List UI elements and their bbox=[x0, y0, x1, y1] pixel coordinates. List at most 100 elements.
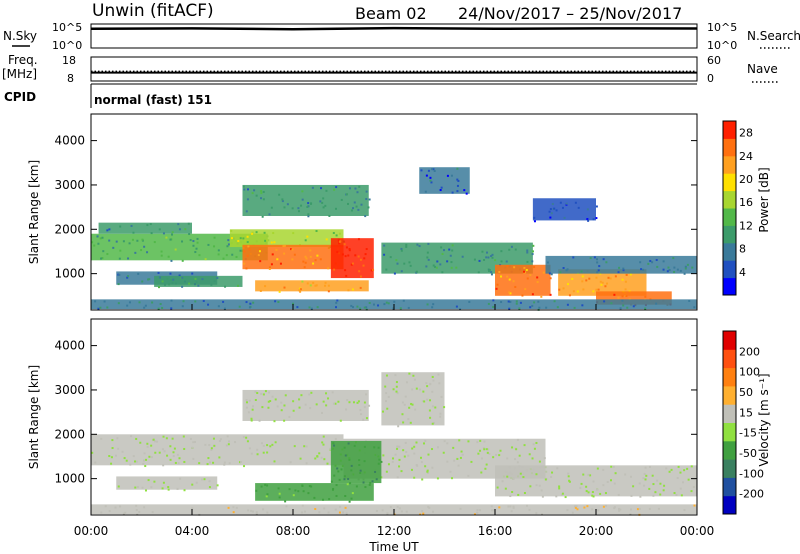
velocity-speckle bbox=[377, 462, 380, 465]
power-speckle bbox=[259, 260, 262, 263]
power-speckle bbox=[632, 305, 635, 308]
velocity-speckle bbox=[134, 460, 137, 463]
velocity-speckle bbox=[346, 483, 349, 486]
power-speckle bbox=[533, 301, 536, 304]
power-speckle bbox=[194, 277, 197, 280]
velocity-speckle bbox=[638, 482, 641, 485]
velocity-speckle bbox=[398, 465, 401, 468]
power-speckle bbox=[307, 205, 310, 208]
velocity-speckle bbox=[271, 443, 274, 446]
freq-panel-frame bbox=[90, 56, 698, 82]
power-speckle bbox=[350, 209, 353, 212]
velocity-speckle bbox=[350, 464, 353, 467]
velocity-speckle bbox=[179, 477, 182, 480]
power-speckle bbox=[524, 288, 527, 291]
velocity-speckle bbox=[143, 459, 146, 462]
velocity-speckle bbox=[449, 470, 452, 473]
power-speckle bbox=[688, 299, 691, 302]
velocity-speckle bbox=[362, 418, 365, 421]
x-tick-label: 12:00 bbox=[377, 524, 412, 538]
velocity-speckle bbox=[648, 465, 651, 468]
power-speckle bbox=[431, 168, 434, 171]
velocity-speckle bbox=[479, 509, 482, 512]
power-speckle bbox=[308, 306, 311, 309]
velocity-speckle bbox=[208, 486, 211, 489]
velocity-speckle bbox=[100, 511, 103, 514]
power-speckle bbox=[571, 277, 574, 280]
velocity-speckle bbox=[485, 463, 488, 466]
power-speckle bbox=[426, 303, 429, 306]
velocity-speckle bbox=[152, 438, 155, 441]
power-speckle bbox=[435, 266, 438, 269]
velocity-speckle bbox=[479, 439, 482, 442]
power-speckle bbox=[198, 254, 201, 257]
power-speckle bbox=[293, 253, 296, 256]
power-speckle bbox=[510, 245, 513, 248]
velocity-speckle bbox=[364, 486, 367, 489]
power-speckle bbox=[593, 256, 596, 259]
velocity-speckle bbox=[267, 400, 270, 403]
velocity-speckle bbox=[315, 403, 318, 406]
velocity-speckle bbox=[250, 509, 253, 512]
velocity-speckle bbox=[566, 509, 569, 512]
power-speckle bbox=[314, 284, 317, 287]
velocity-speckle bbox=[161, 448, 164, 451]
power-speckle bbox=[172, 278, 175, 281]
velocity-speckle bbox=[457, 464, 460, 467]
velocity-speckle bbox=[322, 435, 325, 438]
power-speckle bbox=[432, 168, 435, 171]
power-speckle bbox=[443, 249, 446, 252]
velocity-speckle bbox=[413, 445, 416, 448]
power-speckle bbox=[667, 266, 670, 269]
power-speckle bbox=[160, 250, 163, 253]
velocity-speckle bbox=[551, 471, 554, 474]
velocity-speckle bbox=[212, 437, 215, 440]
power-speckle bbox=[178, 274, 181, 277]
power-speckle bbox=[372, 268, 375, 271]
velocity-speckle bbox=[94, 461, 97, 464]
power-speckle bbox=[515, 302, 518, 305]
power-speckle bbox=[327, 267, 330, 270]
power-speckle bbox=[147, 278, 150, 281]
power-speckle bbox=[222, 257, 225, 260]
velocity-speckle bbox=[108, 455, 111, 458]
velocity-speckle bbox=[382, 454, 385, 457]
power-speckle bbox=[580, 270, 583, 273]
velocity-colorbar: 200 100 50 15 -15 -50 -100 -200 bbox=[722, 330, 764, 515]
colorbar-tick-label: 20 bbox=[739, 173, 753, 186]
power-speckle bbox=[282, 245, 285, 248]
power-speckle bbox=[171, 231, 174, 234]
colorbar-swatch bbox=[723, 404, 736, 423]
power-speckle bbox=[595, 258, 598, 261]
velocity-speckle bbox=[510, 473, 513, 476]
velocity-speckle bbox=[431, 466, 434, 469]
power-speckle bbox=[217, 305, 220, 308]
power-speckle bbox=[358, 185, 361, 188]
power-speckle bbox=[533, 216, 536, 219]
power-speckle bbox=[146, 251, 149, 254]
colorbar-swatch bbox=[723, 349, 736, 369]
power-speckle bbox=[427, 169, 430, 172]
velocity-speckle bbox=[488, 452, 491, 455]
velocity-speckle bbox=[683, 469, 686, 472]
velocity-speckle bbox=[440, 395, 443, 398]
power-speckle bbox=[278, 193, 281, 196]
power-speckle bbox=[213, 236, 216, 239]
power-region-12 bbox=[545, 255, 697, 274]
power-speckle bbox=[223, 307, 226, 310]
velocity-speckle bbox=[256, 448, 259, 451]
power-speckle bbox=[613, 293, 616, 296]
velocity-speckle bbox=[426, 471, 429, 474]
power-speckle bbox=[257, 254, 260, 257]
power-speckle bbox=[368, 301, 371, 304]
time-x-ticks: 00:00 04:00 08:00 12:00 16:00 20:00 00:00 bbox=[74, 304, 714, 538]
nsky-right-tick-bottom: 10^0 bbox=[707, 39, 737, 52]
power-speckle bbox=[169, 272, 172, 275]
velocity-speckle bbox=[604, 492, 607, 495]
power-speckle bbox=[533, 220, 536, 223]
velocity-speckle bbox=[602, 468, 605, 471]
power-speckle bbox=[365, 198, 368, 201]
power-speckle bbox=[320, 187, 323, 190]
power-speckle bbox=[566, 268, 569, 271]
velocity-speckle bbox=[226, 435, 229, 438]
